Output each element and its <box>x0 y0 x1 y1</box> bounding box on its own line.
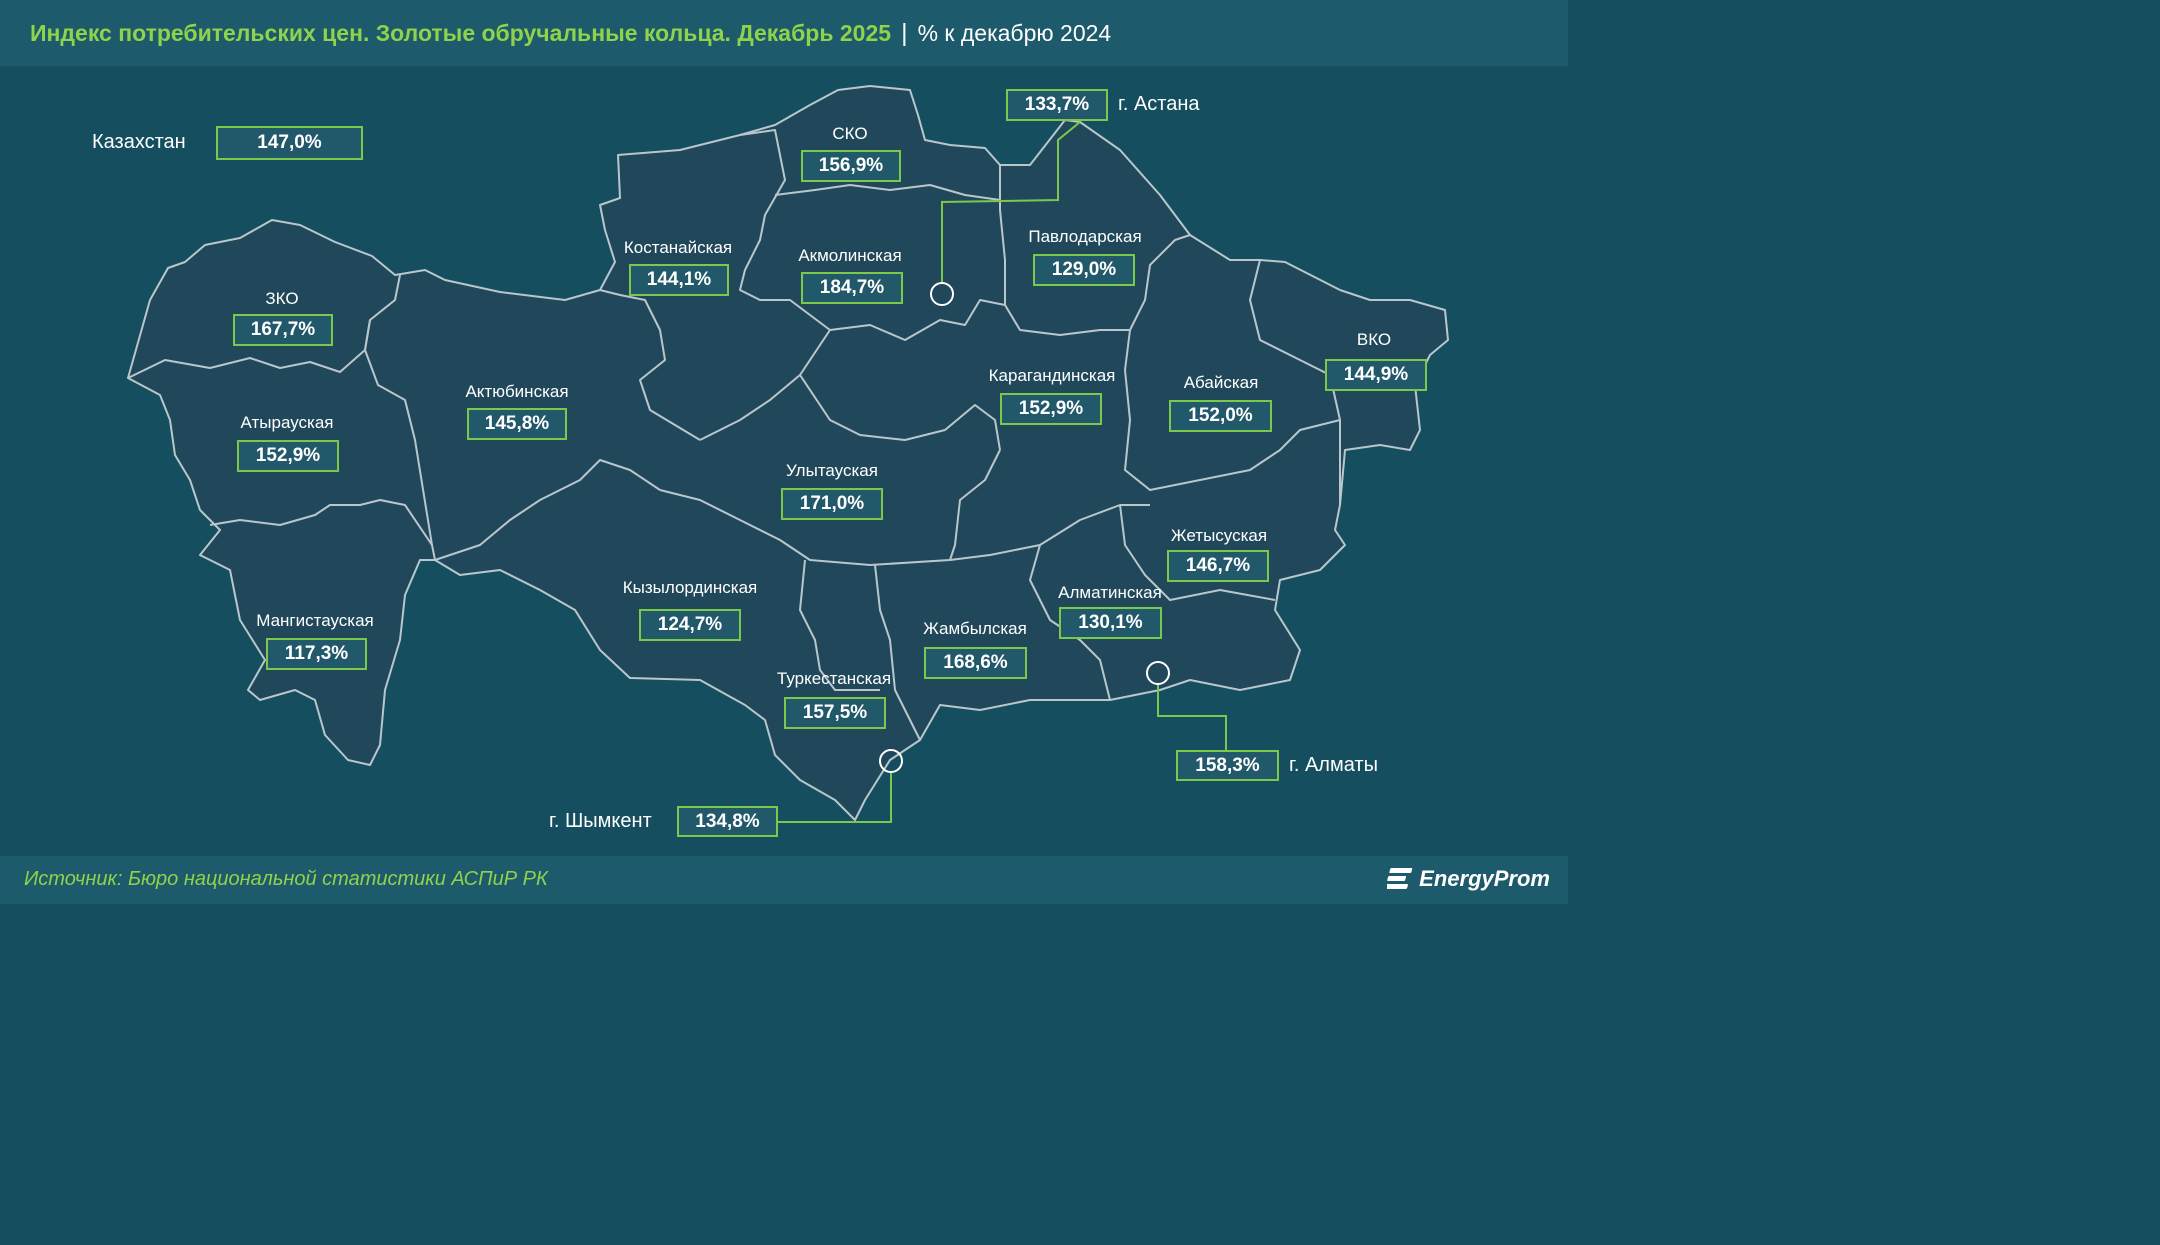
city-marker-icon <box>1146 661 1170 685</box>
city-marker-icon <box>930 282 954 306</box>
city-value-shymkent: 134,8% <box>677 806 778 837</box>
kazakhstan-label: Казахстан <box>92 131 186 153</box>
region-value-zhetysu: 146,7% <box>1167 550 1269 582</box>
source-note: Источник: Бюро национальной статистики А… <box>24 868 548 890</box>
region-label-vko: ВКО <box>1356 330 1392 349</box>
region-value-vko: 144,9% <box>1325 359 1427 391</box>
kazakhstan-value-box: 147,0% <box>216 126 363 160</box>
region-label-kyzylorda: Кызылординская <box>622 578 758 597</box>
city-callouts <box>777 121 1227 823</box>
city-value-almaty: 158,3% <box>1176 750 1279 781</box>
region-value-kyzylorda: 124,7% <box>639 609 741 641</box>
astana-leader-line <box>941 121 1081 283</box>
region-value-abai: 152,0% <box>1169 400 1272 432</box>
footer-band: Источник: Бюро национальной статистики А… <box>0 856 1568 904</box>
title-separator: | <box>901 18 908 47</box>
region-label-abai: Абайская <box>1183 373 1259 392</box>
chart-subtitle: % к декабрю 2024 <box>917 19 1112 46</box>
city-label-shymkent: г. Шымкент <box>549 810 652 832</box>
city-label-astana: г. Астана <box>1118 93 1200 115</box>
region-label-sko: СКО <box>832 124 868 143</box>
region-label-pavlodar: Павлодарская <box>1028 227 1142 246</box>
energyprom-logo-icon <box>1387 868 1413 889</box>
region-label-atyrau: Атырауская <box>240 413 334 432</box>
region-label-mangystau: Мангистауская <box>256 611 374 630</box>
almaty-leader-line <box>1157 684 1227 750</box>
city-marker-icon <box>879 749 903 773</box>
energyprom-logo: EnergyProm <box>1387 866 1550 892</box>
logo-text: EnergyProm <box>1419 866 1550 891</box>
region-value-zko: 167,7% <box>233 314 333 346</box>
region-label-ulytau: Улытауская <box>786 461 878 480</box>
borders-layer <box>127 129 1341 741</box>
header-band: Индекс потребительских цен. Золотые обру… <box>0 0 1568 66</box>
region-value-turkestan: 157,5% <box>784 697 886 729</box>
city-label-almaty: г. Алматы <box>1289 754 1378 776</box>
shymkent-leader-line <box>777 772 892 823</box>
region-value-akmola: 184,7% <box>801 272 903 304</box>
region-label-zhambyl: Жамбылская <box>923 619 1027 638</box>
region-value-ulytau: 171,0% <box>781 488 883 520</box>
region-value-sko: 156,9% <box>801 150 901 182</box>
region-value-atyrau: 152,9% <box>237 440 339 472</box>
region-value-zhambyl: 168,6% <box>924 647 1027 679</box>
region-label-kostanay: Костанайская <box>623 238 733 257</box>
region-label-almaty-region: Алматинская <box>1058 583 1162 602</box>
region-label-karaganda: Карагандинская <box>988 366 1116 385</box>
region-label-akmola: Акмолинская <box>798 246 902 265</box>
region-value-aktobe: 145,8% <box>467 408 567 440</box>
region-label-zko: ЗКО <box>265 289 299 308</box>
region-label-zhetysu: Жетысуская <box>1170 526 1268 545</box>
region-value-karaganda: 152,9% <box>1000 393 1102 425</box>
region-value-pavlodar: 129,0% <box>1033 254 1135 286</box>
region-label-turkestan: Туркестанская <box>776 669 892 688</box>
region-label-aktobe: Актюбинская <box>465 382 569 401</box>
city-value-astana: 133,7% <box>1006 89 1108 121</box>
chart-title: Индекс потребительских цен. Золотые обру… <box>30 19 892 46</box>
region-value-mangystau: 117,3% <box>266 638 367 670</box>
region-value-almaty-region: 130,1% <box>1059 607 1162 639</box>
region-value-kostanay: 144,1% <box>629 264 729 296</box>
